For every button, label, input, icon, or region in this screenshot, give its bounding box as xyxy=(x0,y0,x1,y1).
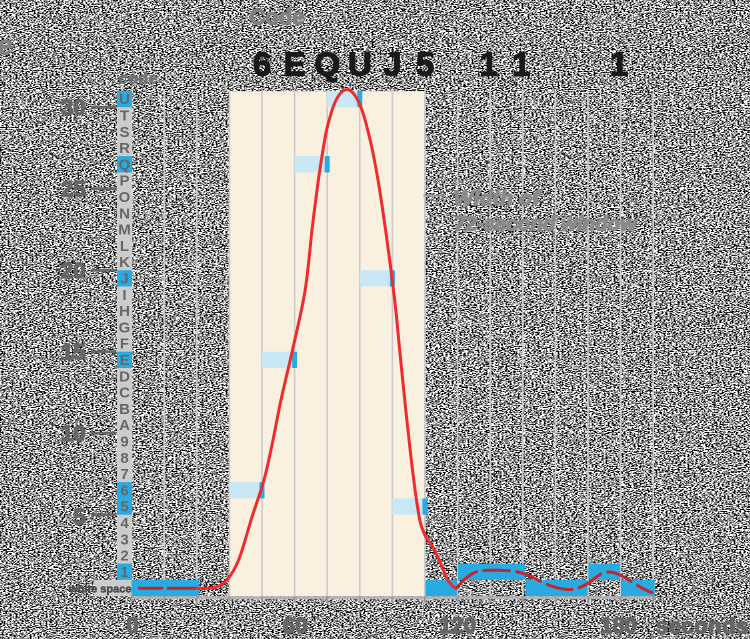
svg-text:J: J xyxy=(383,45,401,82)
svg-text:I: I xyxy=(122,287,126,304)
svg-text:15: 15 xyxy=(61,340,85,365)
svg-text:7: 7 xyxy=(120,466,128,483)
svg-text:5: 5 xyxy=(416,45,434,82)
svg-text:10: 10 xyxy=(61,421,85,446)
svg-text:F: F xyxy=(120,336,129,353)
svg-text:U: U xyxy=(119,91,130,108)
svg-text:N: N xyxy=(119,205,130,222)
svg-text:60: 60 xyxy=(283,613,307,638)
svg-text:1: 1 xyxy=(512,45,530,82)
svg-text:1: 1 xyxy=(610,45,628,82)
svg-text:M: M xyxy=(118,222,131,239)
svg-text:20: 20 xyxy=(61,258,85,283)
svg-text:H: H xyxy=(119,303,130,320)
svg-text:U: U xyxy=(348,45,372,82)
svg-text:Width of: Width of xyxy=(454,187,541,210)
svg-text:C: C xyxy=(119,385,130,402)
svg-text:9: 9 xyxy=(120,434,128,451)
svg-text:code: code xyxy=(119,70,159,87)
svg-text:5: 5 xyxy=(73,505,85,530)
svg-text:T: T xyxy=(120,108,129,125)
svg-text:180: 180 xyxy=(600,613,637,638)
svg-text:1: 1 xyxy=(480,45,498,82)
svg-text:8: 8 xyxy=(120,450,128,467)
svg-text:120: 120 xyxy=(439,613,476,638)
svg-text:3: 3 xyxy=(120,531,128,548)
svg-text:Code: Code xyxy=(250,5,305,30)
svg-text:e: e xyxy=(0,29,13,60)
svg-text:P: P xyxy=(119,173,129,190)
svg-text:1: 1 xyxy=(120,564,128,581)
svg-text:J: J xyxy=(120,271,128,288)
svg-text:L: L xyxy=(120,238,129,255)
svg-text:D: D xyxy=(119,368,130,385)
svg-text:0: 0 xyxy=(126,613,138,638)
svg-text:S: S xyxy=(119,124,129,141)
svg-text:Q: Q xyxy=(119,156,131,173)
svg-text:O: O xyxy=(119,189,131,206)
svg-text:Q: Q xyxy=(314,45,340,82)
svg-text:A: A xyxy=(119,417,130,434)
svg-text:seconds: seconds xyxy=(656,614,749,639)
svg-text:G: G xyxy=(119,319,131,336)
svg-text:R: R xyxy=(119,140,130,157)
svg-text:5: 5 xyxy=(120,499,128,516)
svg-text:25: 25 xyxy=(61,177,85,202)
svg-text:30: 30 xyxy=(61,95,85,120)
svg-text:6: 6 xyxy=(120,482,128,499)
svg-text:white space: white space xyxy=(68,584,131,596)
svg-text:E: E xyxy=(119,352,129,369)
svg-text:2: 2 xyxy=(120,548,128,565)
svg-text:4: 4 xyxy=(120,515,129,532)
svg-text:B: B xyxy=(119,401,130,418)
svg-text:6: 6 xyxy=(253,45,271,82)
svg-text:72-second window: 72-second window xyxy=(454,213,638,236)
svg-text:E: E xyxy=(284,45,306,82)
svg-text:K: K xyxy=(119,254,130,271)
